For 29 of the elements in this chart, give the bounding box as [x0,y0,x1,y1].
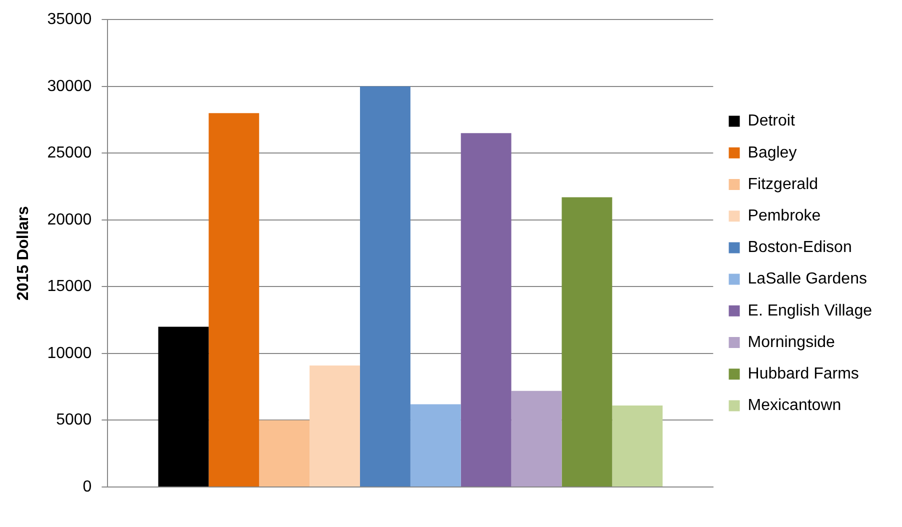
legend-label: E. English Village [748,302,872,320]
legend-label: Mexicantown [748,397,842,414]
y-tick-label: 5000 [56,412,92,429]
y-tick-label: 30000 [47,78,92,95]
legend-label: Boston-Edison [748,239,852,256]
y-tick-label: 35000 [47,11,92,28]
bar [208,113,260,486]
legend-label: Pembroke [748,208,821,225]
legend-label: Bagley [748,144,797,162]
y-tick-label: 15000 [47,278,92,296]
bar [460,133,512,486]
y-tick-label: 0 [82,478,92,496]
legend-label: Hubbard Farms [748,366,859,383]
y-axis-title: 2015 Dollars [15,206,32,300]
bar [310,365,360,486]
legend-label: LaSalle Gardens [748,270,867,288]
bar [612,406,663,486]
legend-label: Morningside [748,334,836,351]
y-tick-label: 25000 [47,144,92,162]
bar [158,326,209,486]
bar [562,197,612,486]
y-tick-label: 10000 [47,344,92,362]
bar [360,86,410,486]
bar [259,420,310,486]
y-tick-label: 20000 [47,211,92,228]
legend-label: Fitzgerald [748,176,818,193]
bar [511,390,562,486]
legend-label: Detroit [748,112,796,130]
bar [410,404,461,486]
